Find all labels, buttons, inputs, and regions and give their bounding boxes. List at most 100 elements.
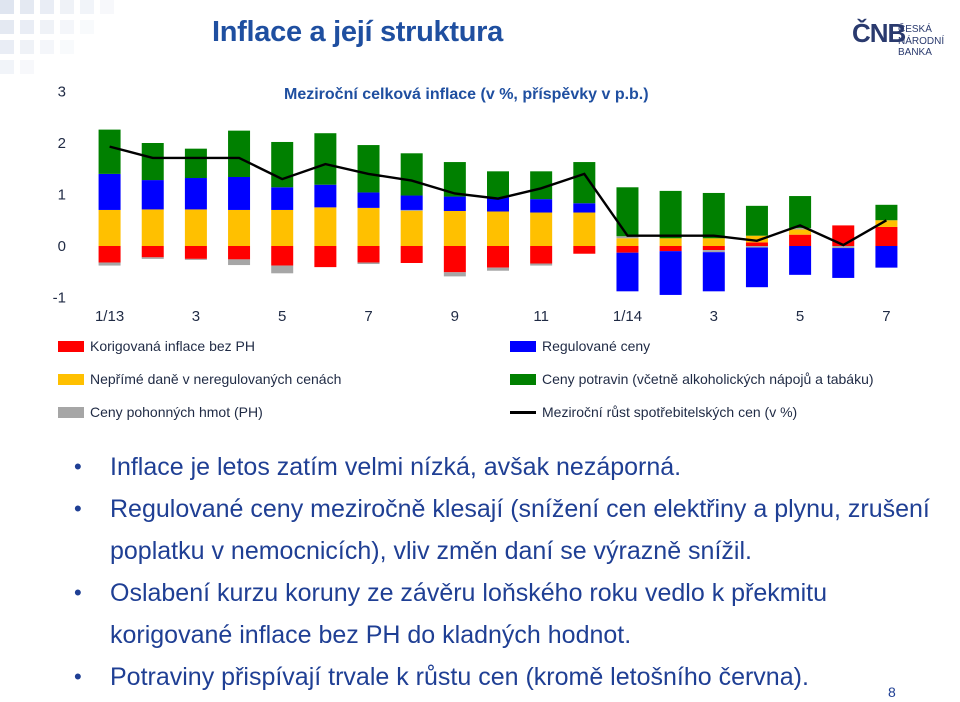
logo-mark: ČNB bbox=[852, 18, 906, 48]
bullet-item: • Regulované ceny meziročně klesají (sníž… bbox=[74, 495, 930, 565]
bar-segment bbox=[184, 258, 207, 260]
bar-segment bbox=[573, 162, 596, 204]
bar-segment bbox=[745, 246, 768, 248]
bar-segment bbox=[443, 246, 466, 273]
corner-pattern bbox=[0, 0, 114, 74]
page-number: 8 bbox=[888, 684, 896, 700]
bullet-text: Oslabení kurzu koruny ze závěru loňského… bbox=[110, 579, 828, 649]
y-tick-label: 2 bbox=[58, 135, 66, 152]
legend-item: Nepřímé daně v neregulovaných cenách bbox=[58, 371, 341, 387]
bar-segment bbox=[616, 236, 639, 239]
bar-segment bbox=[357, 262, 380, 265]
bar-segment bbox=[314, 184, 337, 208]
bar-segment bbox=[832, 248, 855, 278]
bar-segment bbox=[487, 267, 509, 271]
bar-segment bbox=[530, 246, 553, 264]
bar-segment bbox=[443, 272, 466, 277]
bar-segment bbox=[314, 133, 337, 185]
bar-segment bbox=[659, 246, 682, 252]
legend-label: Korigovaná inflace bez PH bbox=[90, 338, 255, 354]
bar-segment bbox=[357, 246, 380, 263]
legend-swatch bbox=[58, 340, 84, 352]
bar-segment bbox=[530, 263, 553, 266]
bar-segment bbox=[228, 209, 251, 246]
bar-segment bbox=[400, 195, 423, 210]
bar-segment bbox=[228, 130, 251, 177]
y-tick-label: 1 bbox=[58, 187, 66, 204]
bar-segment bbox=[745, 235, 768, 243]
x-tick-label: 7 bbox=[882, 308, 890, 325]
bullet-item: • Inflace je letos zatím velmi nízká, avš… bbox=[74, 453, 682, 481]
bar-segment bbox=[702, 192, 725, 239]
legend-label: Nepřímé daně v neregulovaných cenách bbox=[90, 371, 342, 387]
bullet-text: Potraviny přispívají trvale k růstu cen … bbox=[110, 663, 809, 691]
bar-segment bbox=[443, 162, 466, 197]
bar-segment bbox=[271, 187, 294, 210]
bullet-text: Inflace je letos zatím velmi nízká, avša… bbox=[110, 453, 682, 481]
bar-segment bbox=[443, 196, 466, 211]
bar-segment bbox=[745, 205, 768, 236]
legend-label: Ceny potravin (včetně alkoholických nápo… bbox=[542, 371, 874, 387]
bar-segment bbox=[357, 145, 380, 193]
bar-segment bbox=[184, 209, 207, 246]
bar-segment bbox=[271, 141, 294, 188]
bar-segment bbox=[314, 207, 337, 246]
logo-line-2: NÁRODNÍ BANKA bbox=[898, 36, 945, 58]
bar-segment bbox=[228, 176, 251, 210]
bar-segment bbox=[659, 190, 682, 239]
bar-segment bbox=[271, 209, 294, 246]
x-tick-label: 5 bbox=[278, 308, 286, 325]
legend-item: Ceny potravin (včetně alkoholických nápo… bbox=[510, 371, 874, 387]
bar-segment bbox=[745, 242, 768, 246]
legend-label: Regulované ceny bbox=[542, 338, 651, 354]
bar-segment bbox=[184, 246, 207, 259]
cnb-logo: ČNB ČESKÁ NÁRODNÍ BANKA bbox=[852, 18, 947, 58]
legend-item: Meziroční růst spotřebitelských cen (v %… bbox=[510, 404, 797, 420]
bar-segment bbox=[573, 203, 596, 213]
bar-segment bbox=[443, 210, 466, 246]
bar-segment bbox=[702, 238, 725, 246]
bar-segment bbox=[832, 225, 855, 246]
legend-label: Meziroční růst spotřebitelských cen (v %… bbox=[542, 404, 798, 420]
bar-segment bbox=[271, 265, 294, 274]
bar-segment bbox=[184, 178, 207, 210]
bar-segment bbox=[875, 246, 898, 268]
legend-swatch bbox=[510, 373, 536, 385]
bar-segment bbox=[745, 247, 768, 288]
bar-segment bbox=[98, 262, 121, 266]
bar-segment bbox=[616, 246, 639, 253]
bar-segment bbox=[271, 246, 294, 266]
bar-segment bbox=[228, 259, 251, 266]
bar-segment bbox=[616, 187, 639, 237]
bar-segment bbox=[314, 246, 337, 268]
x-tick-label: 1/13 bbox=[95, 308, 124, 325]
legend-swatch bbox=[58, 406, 84, 418]
bar-segment bbox=[184, 148, 207, 179]
bar-segment bbox=[789, 229, 812, 235]
bar-segment bbox=[702, 252, 725, 292]
bar-segment bbox=[573, 246, 596, 254]
bar-segment bbox=[659, 238, 682, 246]
bullet-item: • Potraviny přispívají trvale k růstu cen… bbox=[74, 663, 809, 691]
bar-segment bbox=[98, 173, 121, 210]
bar-segment bbox=[141, 143, 164, 181]
legend-item: Ceny pohonných hmot (PH) bbox=[58, 404, 263, 420]
bar-segment bbox=[141, 180, 164, 210]
x-tick-label: 9 bbox=[451, 308, 459, 325]
bar-segment bbox=[832, 246, 855, 249]
bar-segment bbox=[789, 234, 812, 246]
legend-swatch bbox=[58, 373, 84, 385]
x-tick-label: 3 bbox=[710, 308, 718, 325]
bar-segment bbox=[530, 171, 553, 200]
bar-segment bbox=[357, 207, 380, 246]
bar-segment bbox=[141, 257, 164, 259]
bar-segment bbox=[487, 211, 509, 246]
bar-segment bbox=[530, 212, 553, 246]
bar-segment bbox=[98, 246, 121, 263]
legend-swatch bbox=[510, 340, 536, 352]
bar-segment bbox=[400, 209, 423, 211]
bar-segment bbox=[616, 252, 639, 292]
bar-segment bbox=[487, 197, 509, 212]
x-tick-label: 7 bbox=[364, 308, 372, 325]
bar-segment bbox=[487, 171, 509, 198]
